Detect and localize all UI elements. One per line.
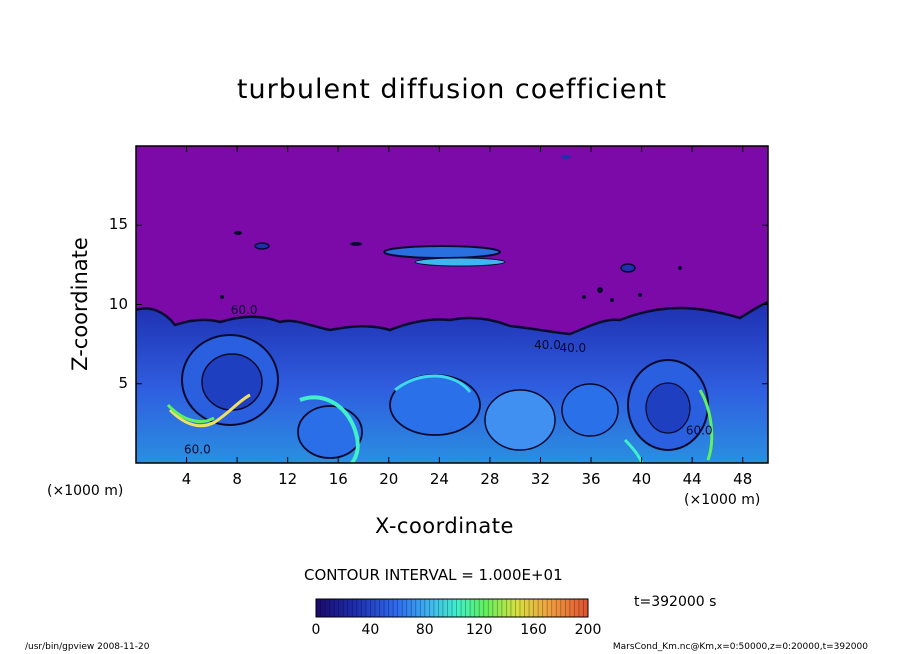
y-tick-marks	[136, 224, 768, 385]
turbulent-layer	[136, 300, 768, 463]
contour-label: 60.0	[231, 303, 258, 317]
contour-label: 60.0	[184, 442, 211, 456]
upper-features	[220, 155, 682, 302]
x-tick-label: 44	[682, 470, 702, 488]
y-tick-label: 15	[108, 215, 128, 234]
x-unit-left: (×1000 m)	[47, 483, 124, 499]
x-tick-label: 32	[530, 470, 551, 488]
x-tick-label: 40	[632, 470, 652, 488]
x-tick-label: 12	[278, 470, 298, 488]
x-tick-label: 16	[328, 470, 348, 488]
y-tick-label: 10	[108, 294, 128, 313]
colorbar-tick-label: 40	[361, 622, 380, 638]
x-tick-label: 48	[733, 470, 753, 488]
contour-labels: 60.0 60.0 40.040.0 60.0	[184, 303, 713, 456]
contour-label: 40.0	[559, 341, 586, 355]
colorbar-tick-label: 160	[520, 622, 547, 638]
x-unit-right: (×1000 m)	[684, 492, 761, 508]
footer-right: MarsCond_Km.nc@Km,x=0:50000,z=0:20000,t=…	[612, 642, 868, 652]
footer-left: /usr/bin/gpview 2008-11-20	[25, 642, 150, 652]
time-label: t=392000 s	[634, 594, 717, 610]
x-tick-label: 8	[232, 470, 242, 488]
y-axis-label: Z-coordinate	[68, 237, 92, 371]
contour-interval: CONTOUR INTERVAL = 1.000E+01	[304, 566, 563, 584]
x-tick-label: 36	[581, 470, 601, 488]
colorbar-stripes	[320, 599, 584, 617]
x-tick-label: 4	[181, 470, 192, 488]
x-tick-label: 28	[480, 470, 500, 488]
contour-label: 60.0	[686, 423, 713, 437]
colorbar-tick-label: 80	[415, 622, 434, 638]
colorbar-tick-label: 120	[465, 622, 493, 638]
contour-label: 40.0	[534, 338, 561, 352]
colorbar	[315, 598, 589, 618]
x-axis-label: X-coordinate	[375, 514, 514, 538]
chart-title: turbulent diffusion coefficient	[236, 74, 668, 105]
colorbar-tick-label: 0	[311, 622, 321, 638]
y-tick-label: 5	[118, 373, 128, 392]
x-tick-marks	[186, 146, 744, 463]
x-tick-label: 24	[429, 470, 449, 488]
x-tick-label: 20	[379, 470, 399, 488]
colorbar-tick-label: 200	[574, 622, 602, 638]
